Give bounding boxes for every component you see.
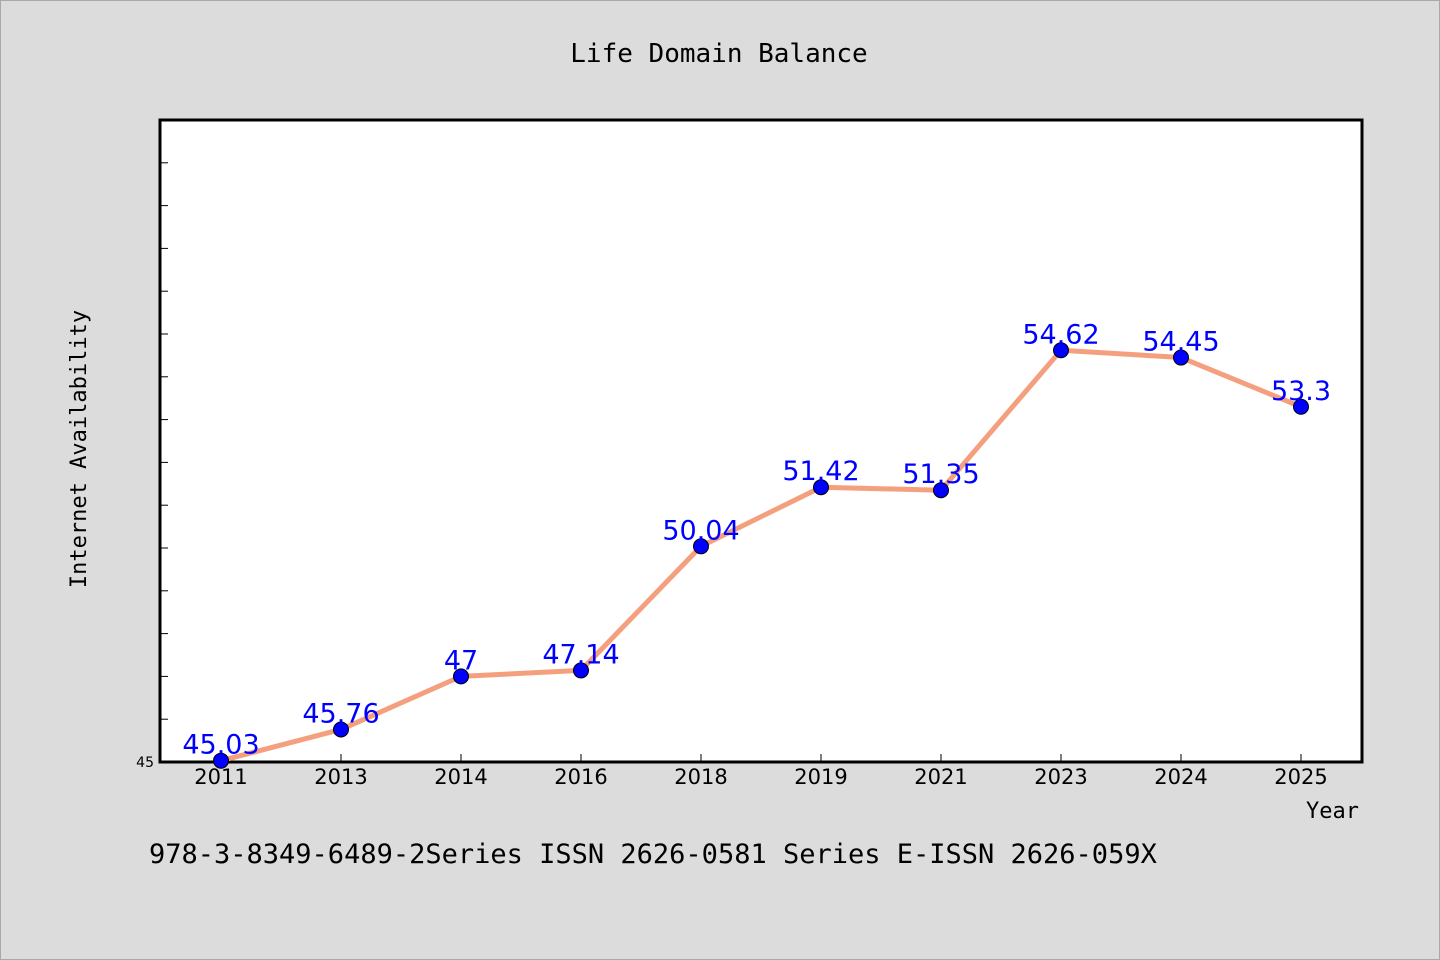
data-point (333, 721, 349, 738)
data-point (1173, 349, 1189, 366)
data-labels: 45.03 45.76 47 47.14 50.04 51.42 51.35 54.62 54.… (182, 319, 1331, 760)
data-label: 51.35 (902, 459, 979, 490)
data-label: 54.45 (1142, 327, 1219, 358)
x-tick-label: 2016 (554, 765, 607, 789)
data-label: 54.62 (1022, 319, 1099, 350)
data-point (1053, 342, 1069, 359)
x-tick-label: 2024 (1154, 765, 1207, 789)
data-point (453, 668, 469, 685)
x-axis-label: Year (1306, 799, 1359, 824)
y-tick-label: 45 (136, 755, 154, 771)
x-tick-label: 2019 (794, 765, 847, 789)
data-point (693, 538, 709, 555)
footer-text: 978-3-8349-6489-2Series ISSN 2626-0581 S… (149, 839, 1157, 870)
data-label: 45.03 (182, 730, 259, 761)
data-label: 50.04 (662, 515, 739, 546)
data-markers (213, 342, 1309, 769)
data-label: 45.76 (302, 698, 379, 729)
data-point (1293, 398, 1309, 415)
x-tick-label: 2014 (434, 765, 487, 789)
series-line (218, 347, 1304, 764)
x-tick-label: 2021 (914, 765, 967, 789)
chart-title: Life Domain Balance (570, 39, 867, 69)
x-tick-label: 2013 (314, 765, 367, 789)
data-point (933, 482, 949, 499)
x-tick-label: 2018 (674, 765, 727, 789)
data-point (213, 752, 229, 769)
data-label: 51.42 (782, 456, 859, 487)
data-label: 47.14 (542, 639, 619, 670)
data-point (573, 662, 589, 679)
series-line-group (218, 347, 1304, 764)
y-axis-ticks: 45 (136, 162, 168, 771)
data-label: 53.3 (1271, 376, 1331, 407)
x-tick-label: 2023 (1034, 765, 1087, 789)
data-label: 47 (444, 645, 478, 676)
y-axis-label: Internet Availability (67, 310, 92, 588)
x-tick-label: 2025 (1274, 765, 1327, 789)
plot-area (158, 118, 1364, 764)
x-tick-label: 2011 (194, 765, 247, 789)
x-axis-ticks: 2011 2013 2014 2016 2018 2019 2021 2023 2024 2025 (194, 754, 1328, 789)
data-point (813, 479, 829, 496)
